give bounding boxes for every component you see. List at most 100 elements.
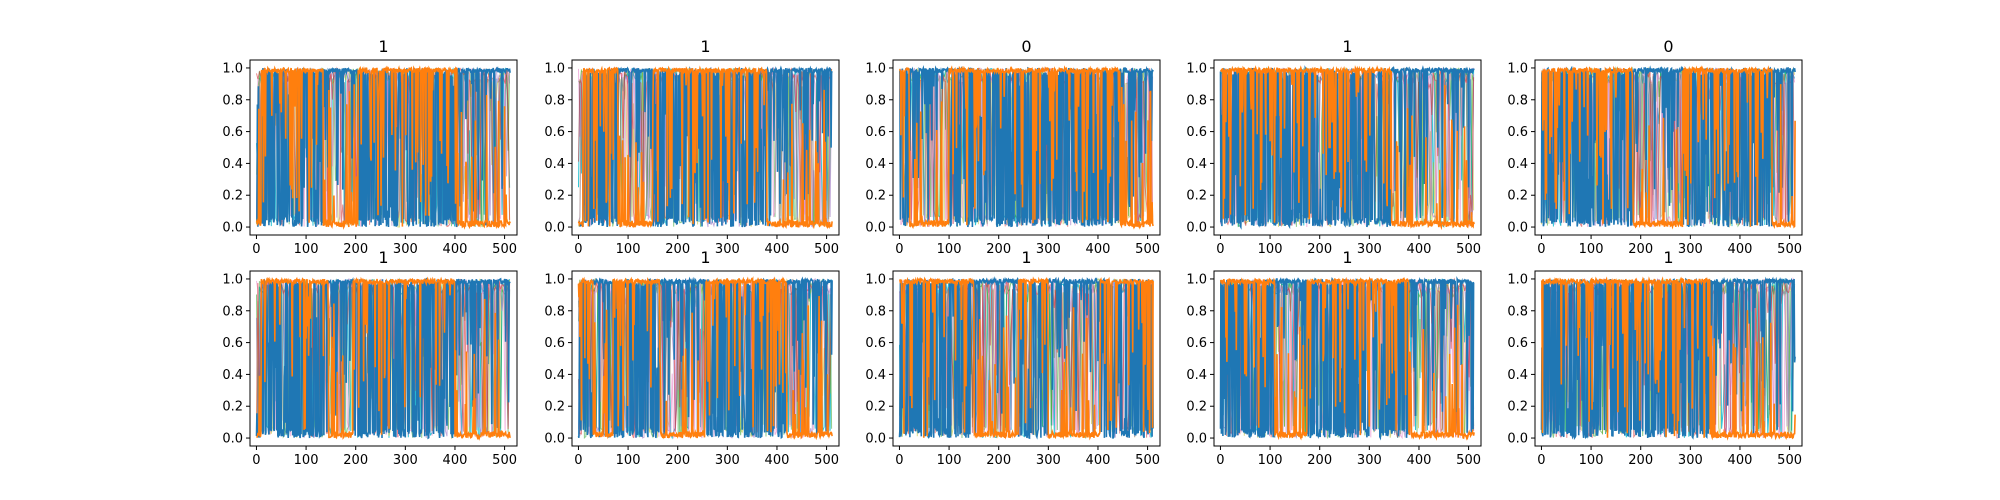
y-tick-label: 1.0 — [865, 61, 886, 76]
y-tick-label: 1.0 — [544, 272, 565, 287]
x-tick-label: 300 — [1357, 453, 1382, 468]
y-tick-label: 1.0 — [1507, 61, 1528, 76]
y-tick-label: 0.6 — [544, 125, 565, 140]
y-tick-label: 1.0 — [222, 61, 243, 76]
x-tick-label: 500 — [492, 242, 517, 257]
y-tick-label: 0.6 — [1507, 336, 1528, 351]
y-tick-label: 0.2 — [222, 189, 243, 204]
x-tick-label: 500 — [1135, 242, 1160, 257]
x-tick-label: 100 — [294, 242, 319, 257]
x-tick-label: 500 — [814, 453, 839, 468]
x-tick-label: 400 — [1086, 453, 1111, 468]
plot-area — [577, 65, 833, 230]
y-tick-label: 0.8 — [1507, 93, 1528, 108]
y-tick-label: 0.2 — [865, 400, 886, 415]
x-tick-label: 100 — [937, 242, 962, 257]
axes-frame — [1213, 59, 1482, 236]
subplot-title: 0 — [1021, 37, 1031, 56]
x-tick-label: 300 — [1357, 242, 1382, 257]
x-tick-label: 200 — [1628, 242, 1653, 257]
y-tick-label: 0.2 — [1186, 189, 1207, 204]
y-tick-label: 0.6 — [865, 125, 886, 140]
axes-frame — [249, 59, 518, 236]
x-tick-label: 300 — [1678, 453, 1703, 468]
plot-area — [1540, 276, 1796, 441]
plot-area — [1540, 65, 1796, 230]
x-tick-label: 100 — [294, 453, 319, 468]
axes-frame — [1534, 59, 1803, 236]
plot-area — [255, 65, 511, 230]
subplot-title: 1 — [1342, 37, 1352, 56]
plot-area — [255, 276, 511, 441]
axes-frame — [892, 270, 1161, 447]
y-tick-label: 1.0 — [222, 272, 243, 287]
x-tick-label: 200 — [1307, 242, 1332, 257]
series-line — [1219, 276, 1475, 441]
x-tick-label: 400 — [1407, 242, 1432, 257]
x-tick-label: 0 — [1216, 453, 1224, 468]
x-tick-label: 500 — [1135, 453, 1160, 468]
axes-frame — [571, 59, 840, 236]
x-tick-label: 100 — [1258, 242, 1283, 257]
y-tick-label: 0.2 — [1507, 189, 1528, 204]
x-tick-label: 400 — [1086, 242, 1111, 257]
y-tick-label: 0.2 — [544, 400, 565, 415]
y-tick-label: 0.0 — [1507, 432, 1528, 447]
x-tick-label: 400 — [443, 242, 468, 257]
series-line — [898, 276, 1154, 440]
y-tick-label: 0.0 — [1186, 221, 1207, 236]
y-tick-label: 0.2 — [544, 189, 565, 204]
y-tick-label: 0.4 — [865, 157, 886, 172]
x-tick-label: 500 — [1777, 453, 1802, 468]
y-tick-label: 0.0 — [222, 221, 243, 236]
subplot-title: 1 — [378, 248, 388, 267]
x-tick-label: 100 — [1258, 453, 1283, 468]
y-tick-label: 0.6 — [222, 125, 243, 140]
axes-frame — [892, 59, 1161, 236]
x-tick-label: 0 — [1537, 453, 1545, 468]
series-line — [256, 276, 511, 441]
plot-area — [577, 276, 833, 441]
x-tick-label: 500 — [814, 242, 839, 257]
y-tick-label: 0.0 — [222, 432, 243, 447]
x-tick-label: 300 — [1678, 242, 1703, 257]
y-tick-label: 0.0 — [1507, 221, 1528, 236]
x-tick-label: 100 — [616, 242, 641, 257]
x-tick-label: 300 — [715, 242, 740, 257]
y-tick-label: 0.0 — [544, 432, 565, 447]
y-tick-label: 0.6 — [544, 336, 565, 351]
x-tick-label: 200 — [343, 242, 368, 257]
x-tick-label: 300 — [1036, 242, 1061, 257]
y-tick-label: 0.0 — [544, 221, 565, 236]
y-tick-label: 0.8 — [222, 93, 243, 108]
subplot-title: 1 — [700, 37, 710, 56]
subplot-title: 1 — [1342, 248, 1352, 267]
subplot-title: 1 — [1021, 248, 1031, 267]
y-tick-label: 0.0 — [865, 432, 886, 447]
y-tick-label: 0.4 — [544, 368, 565, 383]
series-line — [899, 276, 1154, 441]
y-tick-label: 1.0 — [1186, 61, 1207, 76]
x-tick-label: 300 — [393, 453, 418, 468]
x-tick-label: 0 — [574, 242, 582, 257]
series-line — [1220, 278, 1475, 440]
x-tick-label: 500 — [1456, 242, 1481, 257]
y-tick-label: 0.4 — [222, 368, 243, 383]
series-line — [577, 65, 833, 230]
x-tick-label: 500 — [1456, 453, 1481, 468]
series-line — [577, 276, 833, 440]
x-tick-label: 0 — [895, 242, 903, 257]
y-tick-label: 0.4 — [1507, 157, 1528, 172]
y-tick-label: 0.6 — [222, 336, 243, 351]
subplot-1: 1 0 100 200 300 400 500 0.0 0.2 0.4 0.6 0.8 1.0 — [222, 37, 518, 257]
y-tick-label: 0.6 — [1186, 125, 1207, 140]
subplot-6: 1 0 100 200 300 400 500 0.0 0.2 0.4 0.6 0.8 1.0 — [222, 248, 518, 468]
y-tick-label: 0.8 — [1186, 304, 1207, 319]
x-tick-label: 200 — [1628, 453, 1653, 468]
y-tick-label: 0.8 — [544, 304, 565, 319]
y-tick-label: 1.0 — [1186, 272, 1207, 287]
y-tick-label: 0.4 — [222, 157, 243, 172]
subplot-4: 1 0 100 200 300 400 500 0.0 0.2 0.4 0.6 0.8 1.0 — [1186, 37, 1482, 257]
series-line — [577, 276, 833, 441]
